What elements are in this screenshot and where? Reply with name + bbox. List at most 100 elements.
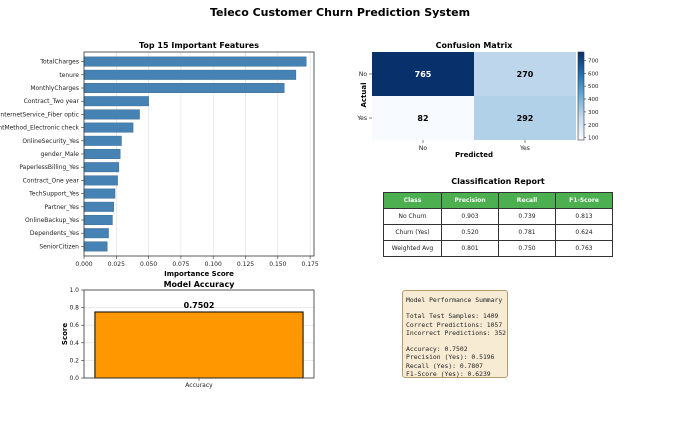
confusion-x-tick-label: Yes [519,145,530,152]
summary-line: Total Test Samples: 1409 [406,312,499,321]
accuracy-y-tick-label: 1.0 [69,287,79,294]
feature-label: tenure [59,72,79,79]
accuracy-y-axis-label: Score [61,323,69,345]
colorbar-tick-label: 200 [588,123,599,129]
confusion-y-axis-label: Actual [360,82,368,107]
accuracy-x-tick-label: Accuracy [185,382,213,389]
feature-label: TotalCharges [39,59,79,66]
report-cell: Churn (Yes) [383,224,442,241]
feature-bar [83,96,149,107]
confusion-cell-value: 82 [417,114,428,123]
feature-label: MonthlyCharges [30,85,79,92]
colorbar-tick-label: 500 [588,84,599,90]
confusion-cell-value: 292 [517,114,534,123]
report-cell: 0.903 [441,208,499,225]
report-cell: 0.520 [441,224,499,241]
confusion-cell [474,52,576,96]
summary-line: Model Performance Summary [406,296,503,304]
feature-bar [83,149,121,159]
confusion-y-tick-label: Yes [356,115,367,122]
accuracy-y-tick-label: 0.2 [69,357,79,364]
colorbar [577,51,585,141]
summary-line: F1-Score (Yes): 0.6239 [406,369,491,378]
feature-label: Contract_One year [23,177,80,184]
feature-label: Contract_Two year [24,98,80,105]
accuracy-value-label: 0.7502 [184,301,215,310]
report-column-header: Precision [441,192,499,209]
feature-x-tick-label: 0.025 [108,261,125,268]
feature-bar [83,175,118,186]
confusion-cell [474,96,576,140]
accuracy-y-tick-label: 0.4 [69,340,79,347]
confusion-y-tick-label: No [359,71,367,78]
feature-bar [83,215,113,225]
confusion-cell-value: 270 [517,70,534,79]
summary-line: Recall (Yes): 0.7807 [406,361,483,370]
performance-summary-box: Model Performance Summary Total Test Samp… [402,290,508,378]
report-cell: 0.624 [555,224,613,241]
feature-bar [83,69,297,80]
feature-x-axis-label: Importance Score [164,270,234,278]
report-cell: 0.763 [555,240,613,257]
report-cell: 0.801 [441,240,499,257]
accuracy-chart-title: Model Accuracy [164,280,236,289]
confusion-cell [372,52,474,96]
feature-x-tick-label: 0.100 [205,261,222,268]
feature-bar [83,188,116,199]
report-cell: 0.781 [498,224,556,241]
confusion-x-axis-label: Predicted [455,151,493,159]
feature-label: gender_Male [41,151,80,158]
feature-label: SeniorCitizen [39,243,79,250]
feature-importance-chart: Top 15 Important Features TotalCharges te… [0,41,319,278]
feature-label: PaperlessBilling_Yes [19,164,79,171]
feature-label: PaymentMethod_Electronic check [0,125,80,132]
feature-bar [83,162,120,173]
confusion-cell [372,96,474,140]
feature-label: Dependents_Yes [30,230,79,237]
report-cell: 0.750 [498,240,556,257]
model-accuracy-chart: Model Accuracy 0.7502 0.0 0.2 0.4 0.6 0.8 1.0… [61,280,315,389]
confusion-matrix-title: Confusion Matrix [436,41,514,50]
feature-x-tick-label: 0.075 [172,261,189,268]
feature-bar [83,135,122,146]
report-cell: 0.739 [498,208,556,225]
feature-bar [83,56,307,67]
colorbar-tick-label: 400 [588,97,599,103]
summary-line: Accuracy: 0.7502 [406,345,468,354]
confusion-x-tick-label: No [419,145,427,152]
accuracy-bar [94,311,304,379]
report-row: Churn (Yes) 0.520 0.781 0.624 [383,224,613,241]
colorbar-tick-label: 300 [588,110,599,116]
summary-line [406,304,504,312]
report-column-header: Recall [498,192,556,209]
report-cell: 0.813 [555,208,613,225]
classification-report-title: Classification Report [451,177,545,186]
report-row: No Churn 0.903 0.739 0.813 [383,208,613,225]
summary-line [406,337,504,345]
feature-x-tick-label: 0.000 [75,261,92,268]
colorbar-tick-label: 700 [588,58,599,64]
confusion-cell-value: 765 [415,70,432,79]
report-row: Weighted Avg 0.801 0.750 0.763 [383,240,613,257]
feature-label: OnlineSecurity_Yes [22,138,79,145]
colorbar-tick-label: 100 [588,136,599,142]
feature-label: OnlineBackup_Yes [25,217,79,224]
summary-line: Correct Predictions: 1057 [406,320,503,329]
feature-bar [83,228,109,239]
feature-bar [83,122,134,133]
colorbar-tick-label: 600 [588,71,599,77]
report-column-header: Class [383,192,442,209]
feature-bar [83,83,285,93]
feature-label: InternetService_Fiber optic [0,111,79,118]
summary-line: Incorrect Predictions: 352 [406,328,507,337]
accuracy-y-tick-label: 0.8 [69,305,79,312]
feature-x-tick-label: 0.050 [140,261,157,268]
feature-bar [83,109,140,120]
report-cell: Weighted Avg [383,240,442,257]
feature-x-tick-label: 0.125 [237,261,254,268]
feature-label: TechSupport_Yes [28,191,79,198]
summary-line: Precision (Yes): 0.5196 [406,353,495,362]
report-column-header: F1-Score [555,192,613,209]
feature-bar [83,241,108,252]
feature-label: Partner_Yes [45,204,80,211]
